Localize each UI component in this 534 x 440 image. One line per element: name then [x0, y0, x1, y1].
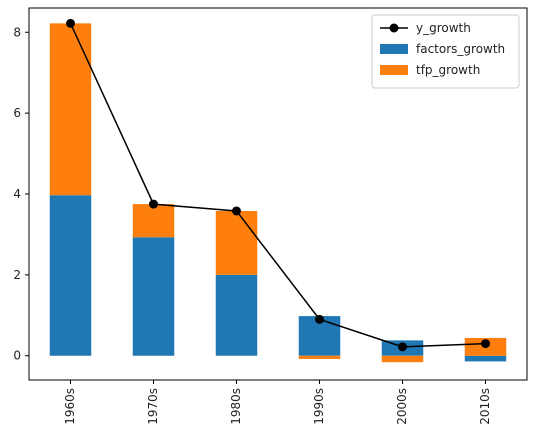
line-layer: [66, 18, 490, 352]
x-tick-label-1980s: 1980s: [229, 388, 243, 425]
legend-label-tfp_growth: tfp_growth: [416, 63, 480, 77]
point-y_growth-1990s: [315, 314, 324, 324]
y-tick-label-6: 6: [13, 106, 21, 120]
ticks-layer: 0 2 4 6 8 1960s 1970s 1980s 1990s 2000s 2010s: [13, 25, 492, 425]
bar-factors_growth-2010s: [464, 355, 507, 362]
bar-factors_growth-1980s: [215, 274, 258, 356]
y-tick-label-2: 2: [13, 268, 21, 282]
legend-label-y_growth: y_growth: [416, 21, 471, 35]
legend-label-factors_growth: factors_growth: [416, 42, 505, 56]
line-y_growth: [69, 23, 486, 348]
x-tick-label-2010s: 2010s: [478, 388, 492, 425]
point-y_growth-2000s: [398, 342, 407, 352]
point-y_growth-1970s: [149, 199, 158, 209]
x-tick-label-1990s: 1990s: [312, 388, 326, 425]
y-tick-label-4: 4: [13, 187, 21, 201]
legend-swatch-tfp_growth: [380, 65, 408, 75]
point-y_growth-1960s: [66, 18, 75, 28]
legend-swatch-factors_growth: [380, 44, 408, 54]
bar-tfp_growth-1980s: [215, 210, 258, 275]
bar-tfp_growth-1960s: [49, 23, 92, 196]
y-tick-label-8: 8: [13, 25, 21, 39]
x-tick-label-1970s: 1970s: [146, 388, 160, 425]
bar-tfp_growth-1970s: [132, 204, 175, 238]
bar-factors_growth-1960s: [49, 195, 92, 356]
y-tick-label-0: 0: [13, 349, 21, 363]
point-y_growth-2010s: [481, 339, 490, 349]
x-tick-label-1960s: 1960s: [63, 388, 77, 425]
legend: y_growth factors_growth tfp_growth: [371, 14, 520, 89]
x-tick-label-2000s: 2000s: [395, 388, 409, 425]
legend-marker-y_growth: [389, 23, 399, 33]
bar-tfp_growth-1990s: [298, 355, 341, 359]
legend-box: [371, 14, 520, 89]
bar-tfp_growth-2000s: [381, 355, 424, 363]
bar-factors_growth-1970s: [132, 237, 175, 356]
point-y_growth-1980s: [232, 206, 241, 216]
